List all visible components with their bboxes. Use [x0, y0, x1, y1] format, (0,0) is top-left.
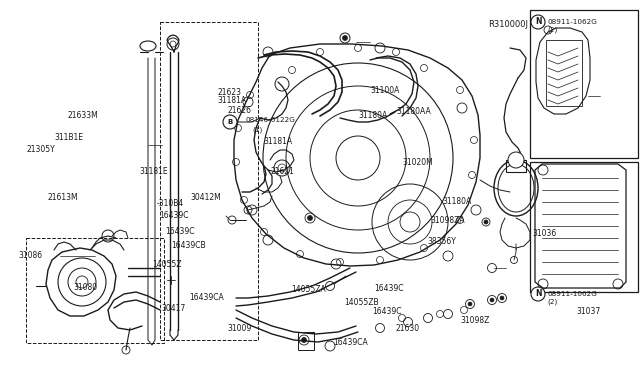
- Text: 21633M: 21633M: [67, 111, 98, 120]
- Circle shape: [468, 302, 472, 306]
- Text: 31181A: 31181A: [218, 96, 247, 105]
- Text: 14055ZB: 14055ZB: [344, 298, 379, 307]
- Text: 31180AA: 31180AA: [397, 107, 431, 116]
- Text: 31100A: 31100A: [370, 86, 399, 94]
- Circle shape: [531, 287, 545, 301]
- Text: 30412M: 30412M: [191, 193, 221, 202]
- Text: 31098Z: 31098Z: [461, 316, 490, 325]
- Text: 16439CA: 16439CA: [189, 293, 223, 302]
- Text: R310000J: R310000J: [488, 20, 528, 29]
- Text: B: B: [230, 119, 235, 125]
- Text: 31181A: 31181A: [264, 137, 293, 146]
- Text: 16439CB: 16439CB: [172, 241, 206, 250]
- Text: 31080: 31080: [74, 283, 98, 292]
- Circle shape: [531, 15, 545, 29]
- Text: 30417: 30417: [161, 304, 186, 312]
- Circle shape: [500, 296, 504, 300]
- Text: 16439C: 16439C: [372, 307, 402, 316]
- Text: 311B1E: 311B1E: [54, 133, 83, 142]
- Text: 38356Y: 38356Y: [428, 237, 456, 246]
- Bar: [298, 332, 314, 350]
- Text: 31180A: 31180A: [358, 111, 388, 120]
- Text: (2): (2): [547, 27, 557, 33]
- Text: 21305Y: 21305Y: [27, 145, 56, 154]
- Bar: [530, 162, 638, 292]
- Text: 16439C: 16439C: [165, 227, 195, 236]
- Text: 31086: 31086: [18, 251, 42, 260]
- Text: 08911-1062G: 08911-1062G: [547, 19, 597, 25]
- Text: 16439C: 16439C: [374, 284, 404, 293]
- Bar: [160, 22, 258, 340]
- Circle shape: [342, 35, 348, 41]
- Bar: [546, 40, 582, 106]
- Circle shape: [223, 115, 237, 129]
- Circle shape: [490, 298, 494, 302]
- Text: 31098ZA: 31098ZA: [430, 216, 465, 225]
- Text: 14055Z: 14055Z: [152, 260, 182, 269]
- Text: 21621: 21621: [270, 167, 294, 176]
- Circle shape: [307, 215, 312, 221]
- Text: (1): (1): [252, 127, 262, 133]
- Bar: [506, 160, 526, 172]
- Circle shape: [484, 220, 488, 224]
- Text: 08146-6122G: 08146-6122G: [246, 117, 296, 123]
- Text: 21630: 21630: [396, 324, 420, 333]
- Text: 31009: 31009: [227, 324, 252, 333]
- Text: N: N: [535, 289, 541, 298]
- Text: 08911-1062G: 08911-1062G: [547, 291, 597, 297]
- Bar: [26, 238, 164, 343]
- Circle shape: [301, 337, 307, 343]
- Text: 21613M: 21613M: [48, 193, 79, 202]
- Text: -310B4: -310B4: [157, 199, 184, 208]
- Text: N: N: [535, 17, 541, 26]
- Text: 16439C: 16439C: [159, 211, 188, 220]
- Text: 21623: 21623: [218, 88, 242, 97]
- Text: 31180A: 31180A: [443, 197, 472, 206]
- Text: 21626: 21626: [227, 106, 251, 115]
- Text: 31036: 31036: [532, 229, 557, 238]
- Text: 31020M: 31020M: [402, 158, 433, 167]
- Text: (2): (2): [547, 299, 557, 305]
- Circle shape: [508, 152, 524, 168]
- Bar: [530, 10, 638, 158]
- Text: 16439CA: 16439CA: [333, 338, 367, 347]
- Text: 31181E: 31181E: [140, 167, 168, 176]
- Text: B: B: [227, 119, 232, 125]
- Text: 31037: 31037: [576, 307, 600, 316]
- Text: 14055ZA: 14055ZA: [291, 285, 326, 294]
